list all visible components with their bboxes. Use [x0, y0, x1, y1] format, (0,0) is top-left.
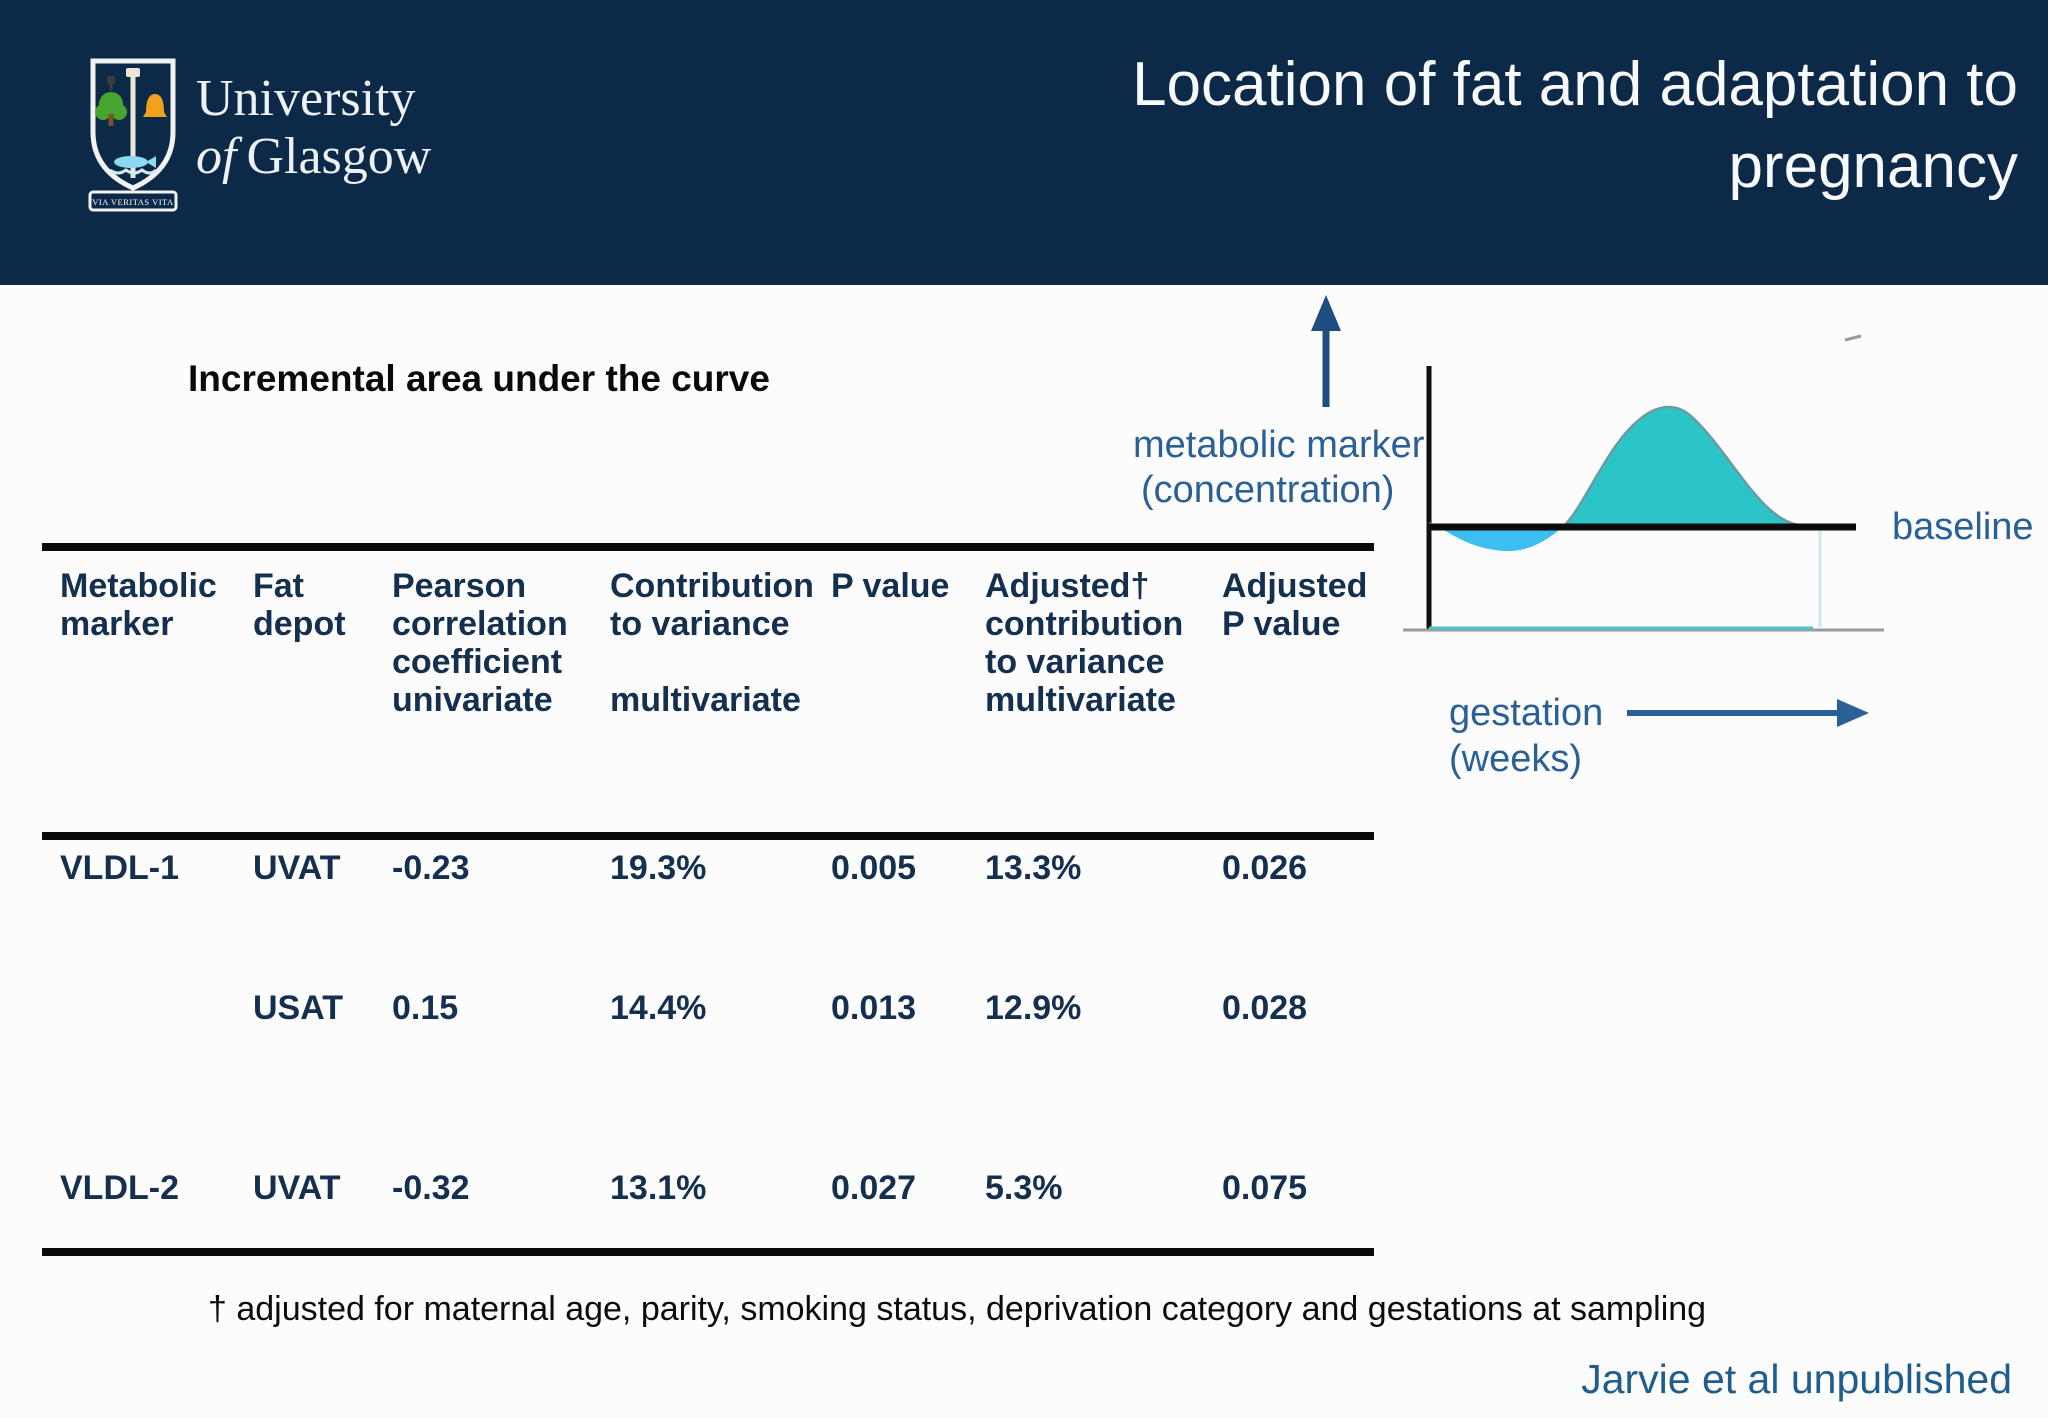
table-cell: 13.1%: [610, 1169, 707, 1207]
crest-tree-leaf: [111, 104, 127, 120]
table-cell: -0.32: [392, 1169, 470, 1207]
crest-motto-banner: [88, 190, 178, 212]
table-cell: UVAT: [253, 849, 341, 887]
wordmark-line1: University: [196, 70, 416, 127]
university-crest-logo: VIA VERITAS VITA: [88, 58, 178, 212]
crest-tree-leaf: [95, 104, 111, 120]
col-header-fat-depot: Fat depot: [253, 567, 346, 643]
table-cell: 0.15: [392, 989, 459, 1027]
table-cell: 19.3%: [610, 849, 707, 887]
table-cell: USAT: [253, 989, 344, 1027]
table-cell: 0.075: [1222, 1169, 1308, 1207]
col-header-adjusted-contribution: Adjusted† contribution to variance multi…: [985, 567, 1184, 719]
slide-header: VIA VERITAS VITA University of Glasgow Lo…: [0, 0, 2048, 285]
y-axis-label-line2: (concentration): [1141, 469, 1395, 511]
x-axis-label-line2: (weeks): [1449, 738, 1583, 780]
wordmark-of: of: [196, 128, 237, 185]
col-header-p-value: P value: [831, 567, 950, 605]
table-cell: VLDL-1: [60, 849, 179, 887]
wordmark-glasgow: Glasgow: [246, 128, 432, 185]
table-cell: UVAT: [253, 1169, 341, 1207]
table-cell: 0.027: [831, 1169, 917, 1207]
wordmark-line2: of Glasgow: [196, 130, 431, 184]
gestation-curve-diagram: [1311, 295, 1884, 727]
results-table: Metabolic marker Fat depot Pearson corre…: [42, 543, 1374, 1259]
table-cell: 14.4%: [610, 989, 707, 1027]
baseline-label: baseline: [1892, 506, 2034, 548]
curve-incremental-area: [1563, 407, 1817, 527]
table-rule-header-divider: [42, 832, 1374, 840]
crest-motto-text: VIA VERITAS VITA: [92, 197, 174, 207]
table-cell: 0.028: [1222, 989, 1308, 1027]
crest-mace-icon: [130, 72, 136, 178]
table-footnote: † adjusted for maternal age, parity, smo…: [208, 1290, 1707, 1328]
table-cell: 5.3%: [985, 1169, 1063, 1207]
slide-title: Location of fat and adaptation to pregna…: [618, 44, 2018, 208]
table-cell: 0.005: [831, 849, 917, 887]
y-axis-label-line1: metabolic marker: [1133, 424, 1425, 466]
university-wordmark: University of Glasgow: [196, 72, 431, 184]
crest-mace-head: [126, 68, 140, 77]
screen-artifact-dash: [1844, 334, 1862, 342]
col-header-pearson: Pearson correlation coefficient univaria…: [392, 567, 568, 719]
table-cell: 0.026: [1222, 849, 1308, 887]
crest-fish-icon: [114, 156, 148, 168]
table-rule-top: [42, 543, 1374, 551]
right-arrow-head: [1837, 699, 1869, 727]
x-axis-label-line1: gestation: [1449, 692, 1604, 734]
curve-outline: [1562, 405, 1818, 529]
table-cell: 0.013: [831, 989, 917, 1027]
crest-bird-body: [109, 83, 113, 91]
crest-bell-icon: [143, 94, 167, 117]
table-rule-bottom: [42, 1248, 1374, 1256]
table-cell: 13.3%: [985, 849, 1082, 887]
col-header-contribution: Contribution to variance multivariate: [610, 567, 814, 719]
table-cell: VLDL-2: [60, 1169, 179, 1207]
table-cell: 12.9%: [985, 989, 1082, 1027]
crest-bird-icon: [106, 75, 116, 85]
slide-title-line2: pregnancy: [1728, 132, 2018, 201]
crest-fish-tail: [146, 156, 156, 168]
section-heading: Incremental area under the curve: [188, 358, 770, 399]
slide-title-line1: Location of fat and adaptation to: [1132, 50, 2018, 119]
col-header-adjusted-p-value: Adjusted P value: [1222, 567, 1368, 643]
table-cell: -0.23: [392, 849, 470, 887]
col-header-metabolic-marker: Metabolic marker: [60, 567, 217, 643]
crest-tree-trunk: [108, 114, 114, 126]
crest-waves: [109, 168, 158, 175]
up-arrow-head: [1311, 295, 1341, 331]
attribution: Jarvie et al unpublished: [1581, 1356, 2012, 1402]
